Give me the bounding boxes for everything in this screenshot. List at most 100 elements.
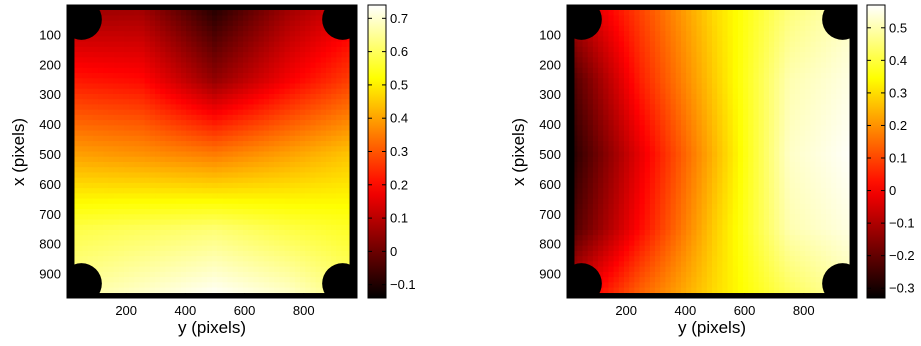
heatmap-cell [165, 130, 172, 137]
heatmap-cell [613, 88, 620, 95]
heatmap-cell [582, 109, 589, 116]
heatmap-cell [820, 41, 827, 48]
heatmap-cell [331, 114, 337, 121]
heatmap-cell [212, 198, 218, 205]
heatmap-cell [134, 214, 141, 221]
heatmap-cell [103, 161, 110, 168]
heatmap-cell [680, 25, 687, 32]
heatmap-cell [336, 73, 343, 79]
heatmap-cell [655, 146, 661, 153]
heatmap-cell [108, 125, 115, 132]
heatmap-cell [232, 250, 239, 257]
heatmap-cell [98, 188, 104, 194]
heatmap-cell [587, 88, 594, 95]
heatmap-cell [315, 109, 322, 116]
heatmap-cell [149, 151, 156, 158]
heatmap-cell [315, 229, 322, 236]
heatmap-cell [629, 73, 635, 79]
heatmap-cell [712, 151, 718, 158]
heatmap-cell [237, 31, 244, 37]
heatmap-cell [815, 73, 822, 79]
heatmap-cell [289, 151, 296, 158]
heatmap-cell [805, 104, 811, 111]
heatmap-cell [191, 46, 198, 53]
heatmap-cell [186, 235, 192, 242]
heatmap-cell [237, 261, 244, 268]
heatmap-cell [825, 156, 832, 163]
heatmap-cell [237, 182, 244, 189]
heatmap-cell [768, 83, 775, 90]
heatmap-cell [217, 266, 223, 273]
heatmap-cell [129, 83, 135, 90]
heatmap-cell [186, 83, 192, 90]
heatmap-cell [77, 203, 84, 210]
heatmap-cell [655, 25, 661, 32]
heatmap-cell [336, 41, 343, 48]
heatmap-cell [582, 151, 589, 158]
heatmap-cell [774, 130, 780, 137]
heatmap-cell [186, 120, 192, 126]
heatmap-cell [732, 99, 739, 106]
heatmap-cell [737, 31, 744, 37]
heatmap-cell [279, 135, 286, 142]
heatmap-cell [160, 245, 166, 252]
heatmap-cell [763, 130, 770, 137]
heatmap-cell [98, 182, 104, 189]
heatmap-cell [846, 104, 853, 111]
heatmap-cell [108, 20, 115, 27]
heatmap-cell [206, 235, 213, 242]
heatmap-cell [274, 182, 280, 189]
heatmap-cell [320, 83, 327, 90]
heatmap-cell [717, 167, 723, 174]
heatmap-cell [655, 99, 661, 106]
heatmap-cell [768, 15, 775, 22]
heatmap-cell [87, 67, 94, 74]
heatmap-cell [253, 57, 260, 64]
heatmap-cell [134, 130, 141, 137]
heatmap-cell [294, 10, 301, 17]
heatmap-cell [232, 78, 239, 85]
heatmap-cell [253, 141, 260, 147]
heatmap-cell [227, 245, 234, 252]
heatmap-cell [222, 73, 229, 79]
heatmap-cell [180, 188, 187, 194]
heatmap-cell [336, 235, 343, 242]
heatmap-cell [87, 52, 94, 58]
heatmap-cell [212, 182, 218, 189]
heatmap-cell [268, 271, 275, 278]
heatmap-cell [160, 146, 166, 153]
heatmap-cell [201, 266, 208, 273]
heatmap-cell [325, 141, 332, 147]
heatmap-cell [732, 130, 739, 137]
heatmap-cell [815, 67, 822, 74]
heatmap-cell [160, 224, 166, 231]
heatmap-cell [134, 224, 141, 231]
heatmap-cell [686, 156, 692, 163]
heatmap-cell [108, 167, 115, 174]
heatmap-cell [212, 125, 218, 132]
heatmap-cell [629, 120, 635, 126]
heatmap-cell [753, 114, 760, 121]
heatmap-cell [325, 93, 332, 100]
heatmap-cell [212, 135, 218, 142]
heatmap-cell [165, 25, 172, 32]
heatmap-cell [753, 141, 760, 147]
heatmap-cell [331, 109, 337, 116]
heatmap-cell [310, 120, 317, 126]
heatmap-cell [680, 109, 687, 116]
heatmap-cell [805, 156, 811, 163]
heatmap-cell [623, 161, 630, 168]
heatmap-cell [331, 256, 337, 262]
heatmap-cell [77, 151, 84, 158]
heatmap-cell [103, 120, 110, 126]
heatmap-cell [763, 93, 770, 100]
heatmap-cell [305, 240, 311, 247]
heatmap-cell [279, 151, 286, 158]
heatmap-cell [572, 41, 578, 48]
heatmap-cell [623, 10, 630, 17]
heatmap-cell [248, 135, 255, 142]
heatmap-cell [341, 109, 348, 116]
heatmap-cell [77, 182, 84, 189]
heatmap-cell [186, 67, 192, 74]
heatmap-cell [743, 120, 749, 126]
